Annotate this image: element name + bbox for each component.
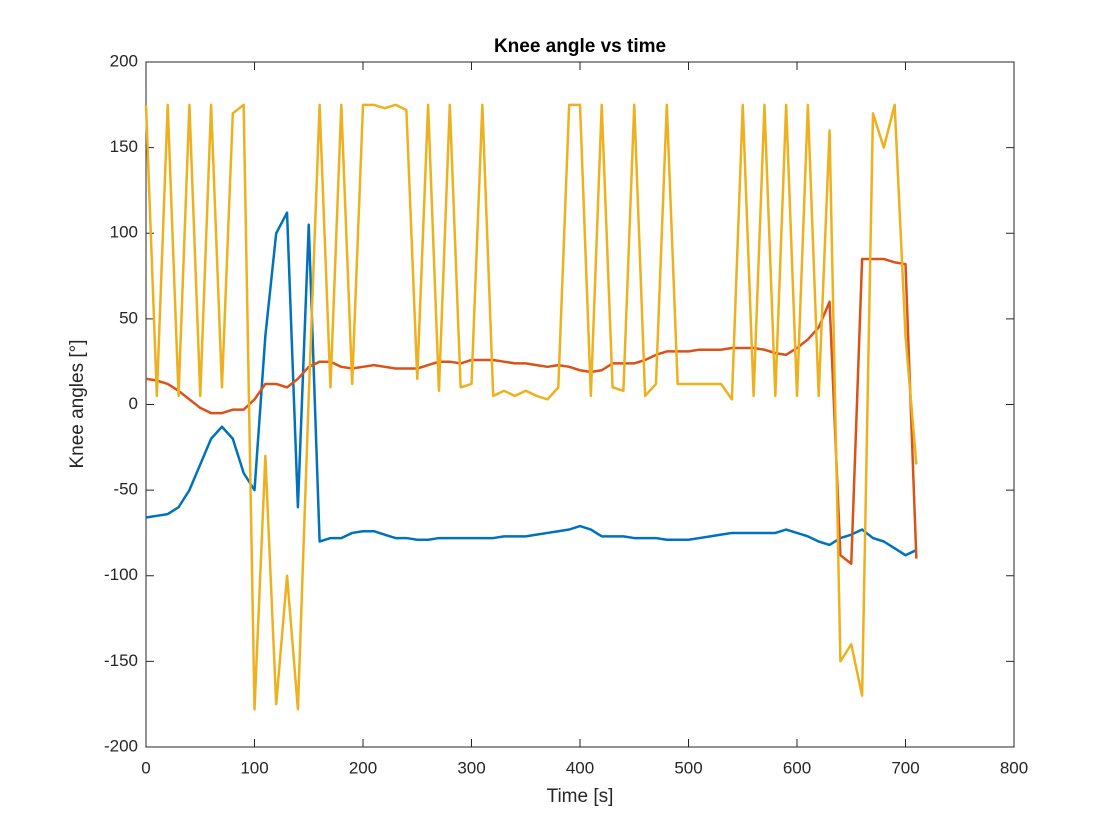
x-tick-label: 700 — [891, 758, 919, 777]
x-tick-label: 500 — [674, 758, 702, 777]
x-axis-label: Time [s] — [547, 786, 614, 807]
y-tick-label: 150 — [110, 137, 138, 156]
x-tick-label: 0 — [141, 758, 150, 777]
x-tick-label: 100 — [240, 758, 268, 777]
x-tick-label: 600 — [783, 758, 811, 777]
x-tick-label: 200 — [349, 758, 377, 777]
chart-title: Knee angle vs time — [494, 36, 666, 57]
plot-area — [145, 61, 1015, 748]
y-tick-label: -150 — [104, 651, 138, 670]
y-tick-label: 0 — [129, 394, 138, 413]
series-line — [144, 103, 918, 711]
y-tick-label: -50 — [113, 480, 138, 499]
x-tick-label: 800 — [1000, 758, 1028, 777]
y-tick-label: 200 — [110, 51, 138, 70]
y-tick-label: 100 — [110, 223, 138, 242]
y-tick-label: -100 — [104, 565, 138, 584]
series-line — [145, 257, 918, 566]
x-tick-label: 400 — [566, 758, 594, 777]
series-line — [145, 211, 917, 557]
y-tick-label: 50 — [119, 308, 138, 327]
y-tick-label: -200 — [104, 736, 138, 755]
y-axis-label: Knee angles [°] — [67, 339, 88, 468]
x-tick-label: 300 — [457, 758, 485, 777]
